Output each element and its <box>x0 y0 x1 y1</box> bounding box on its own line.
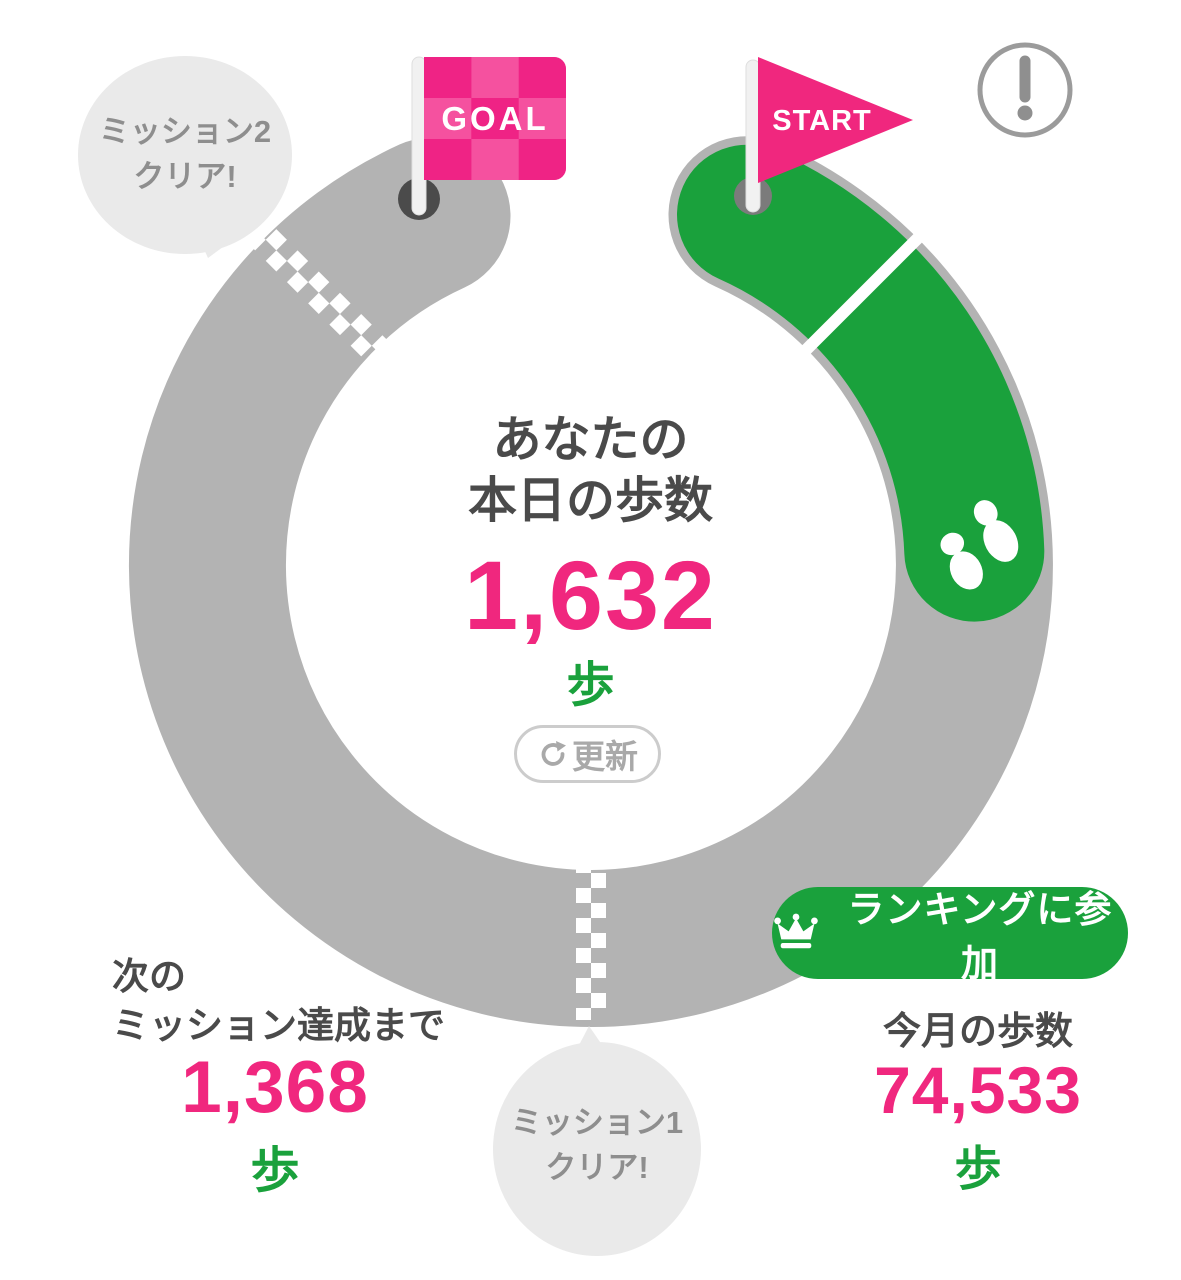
next-mission-line2: ミッション達成まで <box>112 1005 445 1046</box>
start-flag-pennant <box>758 57 913 183</box>
mission1-bubble-text: ミッション1 クリア! <box>495 1100 699 1190</box>
mission1-checkpoint-marker <box>576 858 606 1020</box>
goal-flag-label: GOAL <box>441 99 549 137</box>
mission2-checkpoint-marker <box>248 222 394 368</box>
today-steps-title-line2: 本日の歩数 <box>467 474 713 528</box>
next-mission-steps-value: 1,368 <box>181 1047 369 1128</box>
goal-flag <box>398 56 566 220</box>
today-steps-value: 1,632 <box>464 541 717 650</box>
today-steps-unit: 歩 <box>566 659 615 712</box>
mission2-line2: クリア! <box>133 159 237 194</box>
mission1-bubble <box>493 1026 701 1256</box>
mission1-line1: ミッション1 <box>510 1105 684 1140</box>
mission2-line1: ミッション2 <box>98 114 272 149</box>
refresh-button-label: 更新 <box>572 738 638 775</box>
monthly-steps-title: 今月の歩数 <box>882 1011 1073 1053</box>
mission1-line2: クリア! <box>545 1150 649 1185</box>
refresh-icon <box>537 738 569 770</box>
today-steps-title: あなたの 本日の歩数 <box>0 410 1181 532</box>
start-flag <box>734 57 913 215</box>
today-steps-title-line1: あなたの <box>492 413 689 467</box>
join-ranking-button[interactable]: ランキングに参加 <box>772 887 1128 984</box>
progress-arc <box>677 144 1045 622</box>
refresh-button[interactable]: 更新 <box>514 725 661 783</box>
goal-flag-checker <box>424 57 566 180</box>
join-ranking-label: ランキングに参加 <box>847 889 1113 984</box>
monthly-steps-value: 74,533 <box>874 1053 1082 1127</box>
next-mission-line1: 次の <box>112 956 186 997</box>
mission2-bubble-text: ミッション2 クリア! <box>83 109 287 199</box>
crown-icon <box>772 913 820 953</box>
monthly-steps-unit: 歩 <box>954 1142 1002 1195</box>
start-flag-pole <box>745 59 761 213</box>
next-mission-steps-unit: 歩 <box>250 1144 300 1198</box>
alert-icon[interactable] <box>977 42 1073 138</box>
segment-divider <box>795 228 928 361</box>
mission2-bubble <box>78 56 292 258</box>
footsteps-icon <box>940 500 1019 590</box>
start-flag-label: START <box>772 104 872 137</box>
